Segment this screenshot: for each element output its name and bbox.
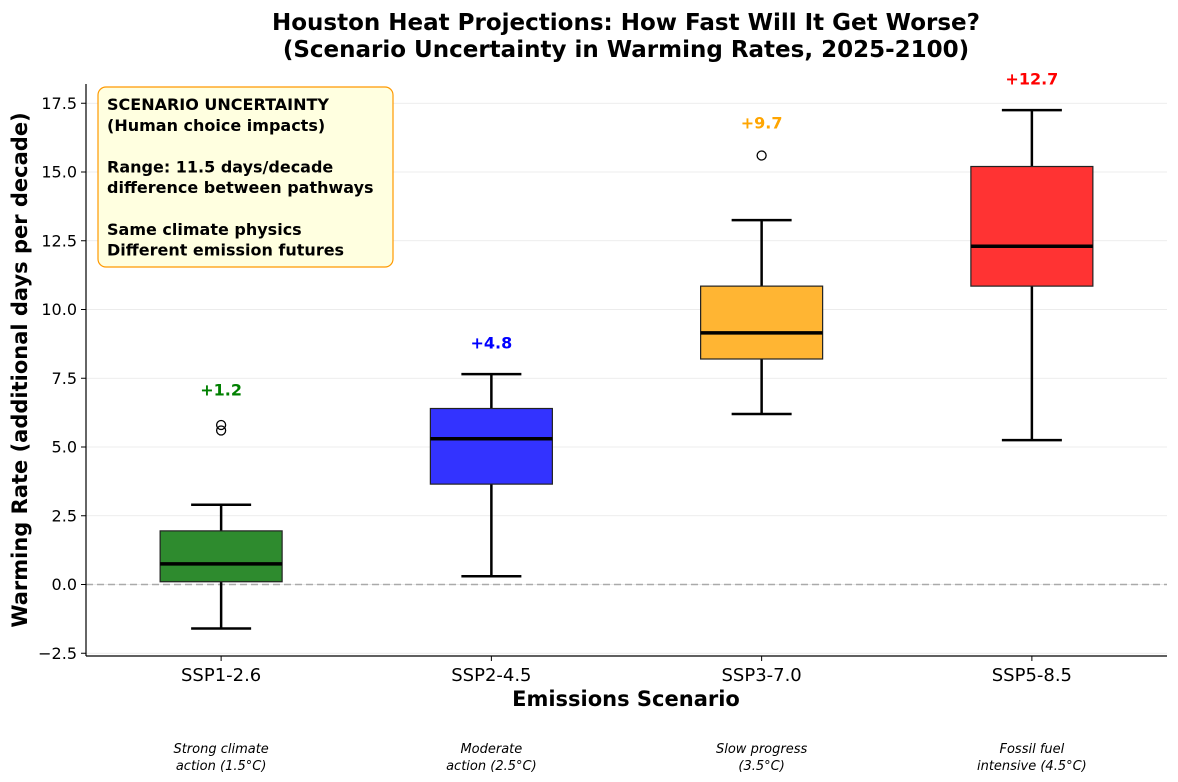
scenario-description-0-1: action (1.5°C): [176, 759, 267, 774]
chart-title-line-2: (Scenario Uncertainty in Warming Rates, …: [283, 37, 969, 63]
box-SSP2-4.5: [429, 372, 553, 578]
x-tick-label-SSP3-7.0: SSP3-7.0: [721, 665, 801, 686]
scenario-description-1-1: action (2.5°C): [446, 759, 537, 774]
x-tick-label-SSP1-2.6: SSP1-2.6: [181, 665, 261, 686]
box-series: [159, 108, 1094, 630]
scenario-description-0-0: Strong climate: [173, 742, 268, 757]
y-tick-label-1: 0.0: [52, 575, 77, 594]
outlier-point-0: [756, 150, 767, 161]
x-axis-ticks: SSP1-2.6 Strong climate action (1.5°C) SSP2…: [173, 656, 1087, 774]
box-body: [429, 407, 553, 485]
info-line-0: SCENARIO UNCERTAINTY: [107, 95, 329, 114]
info-box-background: [97, 86, 394, 268]
box-body: [700, 285, 824, 360]
scenario-description-3-0: Fossil fuel: [999, 742, 1064, 757]
y-tick-label-6: 12.5: [41, 231, 77, 250]
y-tick-label-8: 17.5: [41, 94, 77, 113]
mean-label-SSP3-7.0: +9.7: [741, 114, 783, 133]
mean-label-SSP1-2.6: +1.2: [200, 380, 242, 399]
box-body: [159, 530, 283, 583]
scenario-description-2-0: Slow progress: [716, 742, 808, 757]
info-line-6: Same climate physics: [107, 220, 302, 239]
y-tick-label-4: 7.5: [52, 369, 77, 388]
y-tick-label-5: 10.0: [41, 300, 77, 319]
info-line-1: (Human choice impacts): [107, 116, 325, 135]
y-tick-label-3: 5.0: [52, 438, 77, 457]
x-tick-label-SSP5-8.5: SSP5-8.5: [992, 665, 1072, 686]
info-line-4: difference between pathways: [107, 178, 374, 197]
scenario-description-1-0: Moderate: [460, 742, 522, 757]
box-body: [970, 165, 1094, 287]
x-tick-label-SSP2-4.5: SSP2-4.5: [451, 665, 531, 686]
outlier-point-1: [215, 419, 227, 431]
box-SSP5-8.5: [970, 108, 1094, 442]
x-axis-label: Emissions Scenario: [512, 687, 740, 711]
box-SSP1-2.6: [159, 419, 283, 630]
info-line-3: Range: 11.5 days/decade: [107, 157, 333, 176]
scenario-uncertainty-info-box: SCENARIO UNCERTAINTY (Human choice impact…: [97, 86, 394, 268]
y-axis-label: Warming Rate (additional days per decade…: [8, 112, 32, 627]
mean-label-SSP5-8.5: +12.7: [1005, 70, 1058, 89]
y-axis-ticks: −2.5 0.0 2.5 5.0 7.5 10.0 12.5 15.0 17.5: [38, 94, 86, 663]
axes: [85, 84, 1167, 657]
scenario-description-2-1: (3.5°C): [738, 759, 784, 774]
chart-title-line-1: Houston Heat Projections: How Fast Will …: [272, 10, 980, 36]
outlier-point-0: [215, 425, 227, 436]
box-SSP3-7.0: [700, 150, 824, 416]
y-tick-label-0: −2.5: [38, 644, 77, 663]
y-tick-label-7: 15.0: [41, 163, 77, 182]
y-tick-label-2: 2.5: [52, 506, 77, 525]
scenario-description-3-1: intensive (4.5°C): [977, 759, 1087, 774]
mean-label-SSP2-4.5: +4.8: [471, 334, 513, 353]
info-line-7: Different emission futures: [107, 241, 344, 260]
mean-labels: +1.2 +4.8 +9.7 +12.7: [200, 70, 1058, 400]
